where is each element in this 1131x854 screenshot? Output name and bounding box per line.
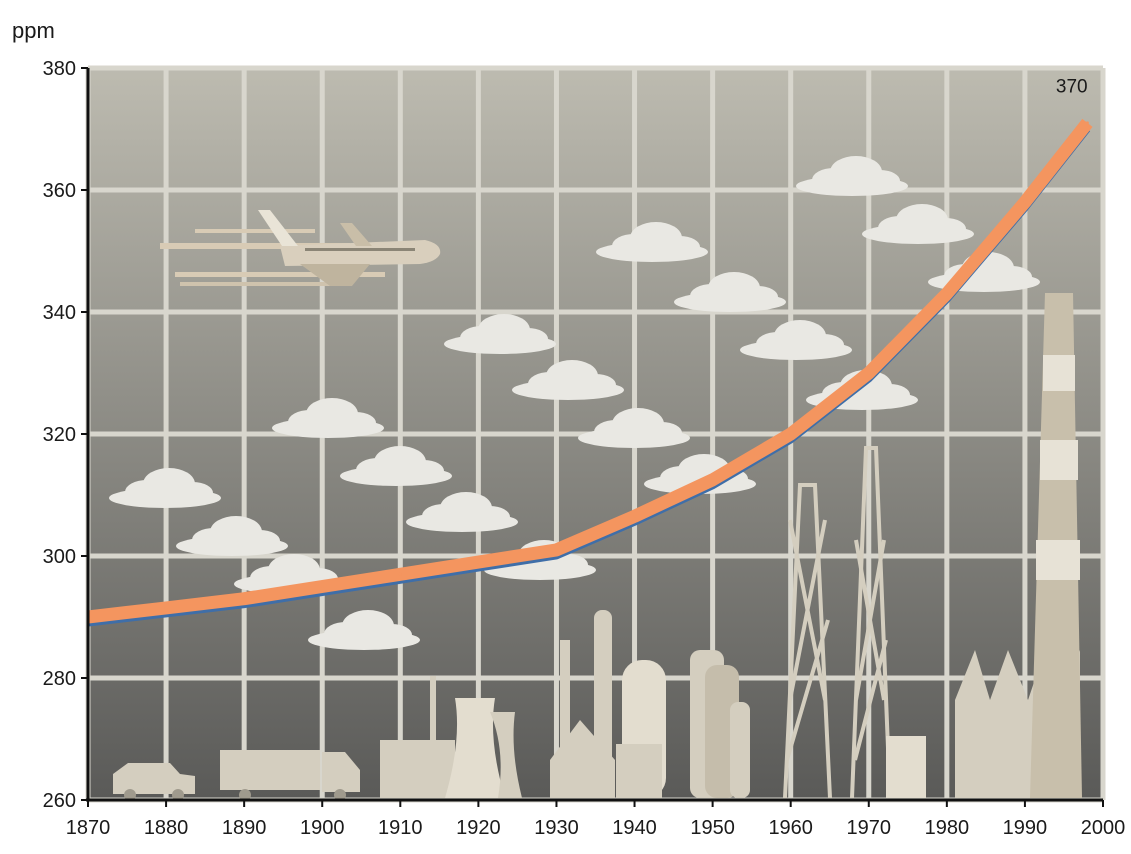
series-point <box>554 548 558 552</box>
cloud-icon <box>272 398 384 438</box>
cloud-icon <box>596 222 708 262</box>
series-point <box>789 432 793 436</box>
cloud-icon <box>578 408 690 448</box>
x-tick-label: 1920 <box>456 817 501 839</box>
x-axis-ticks: 1870 1880 1890 1900 1910 1920 1930 1940 1950 1960… <box>66 800 1126 839</box>
series-point <box>711 478 715 482</box>
cloud-icon <box>109 468 221 508</box>
cloud-icon <box>740 320 852 360</box>
x-tick-label: 1990 <box>1003 817 1048 839</box>
y-axis-ticks: 260 280 300 320 340 360 380 <box>43 58 88 812</box>
y-tick-label: 280 <box>43 668 76 690</box>
series-point <box>398 572 402 576</box>
cloud-icon <box>796 156 908 196</box>
x-tick-label: 1940 <box>612 817 657 839</box>
series-point <box>164 606 168 610</box>
y-tick-label: 360 <box>43 180 76 202</box>
series-point <box>867 371 871 375</box>
y-tick-label: 340 <box>43 302 76 324</box>
cooling-tower-icon <box>380 676 522 798</box>
y-tick-label: 380 <box>43 58 76 80</box>
value-annotation: 370 <box>1056 76 1088 97</box>
x-tick-label: 1910 <box>378 817 423 839</box>
cloud-icon <box>406 492 518 532</box>
cloud-icon <box>862 204 974 244</box>
cloud-icon <box>512 360 624 400</box>
cloud-icon <box>340 446 452 486</box>
annotations: 370 <box>1056 76 1088 97</box>
skyline-decoration <box>113 293 1082 801</box>
cloud-icon <box>176 516 288 556</box>
x-tick-label: 1930 <box>534 817 579 839</box>
refinery-icon <box>550 610 750 798</box>
cloud-icon <box>674 272 786 312</box>
x-tick-label: 1950 <box>690 817 735 839</box>
y-tick-label: 300 <box>43 546 76 568</box>
chimney-icon <box>955 293 1082 798</box>
x-tick-label: 1890 <box>222 817 267 839</box>
y-axis-unit-label: ppm <box>12 18 55 43</box>
x-tick-label: 1960 <box>768 817 813 839</box>
series-point <box>476 560 480 564</box>
series-point <box>242 597 246 601</box>
series-point <box>1085 121 1089 125</box>
y-tick-label: 320 <box>43 424 76 446</box>
series-point <box>320 585 324 588</box>
x-tick-label: 2000 <box>1081 817 1126 839</box>
series-point <box>945 292 949 296</box>
airplane-icon <box>160 210 441 286</box>
oil-derrick-icon <box>783 446 892 799</box>
series-line <box>87 118 1093 624</box>
x-tick-label: 1900 <box>300 817 345 839</box>
cloud-icon <box>308 610 420 650</box>
y-tick-label: 260 <box>43 790 76 812</box>
x-tick-label: 1870 <box>66 817 111 839</box>
series-point <box>633 514 637 518</box>
cloud-icon <box>444 314 556 354</box>
x-tick-label: 1970 <box>847 817 892 839</box>
series-point <box>1023 200 1027 204</box>
car-icon <box>113 763 195 801</box>
x-tick-label: 1980 <box>925 817 970 839</box>
x-tick-label: 1880 <box>144 817 189 839</box>
truck-icon <box>220 750 360 801</box>
